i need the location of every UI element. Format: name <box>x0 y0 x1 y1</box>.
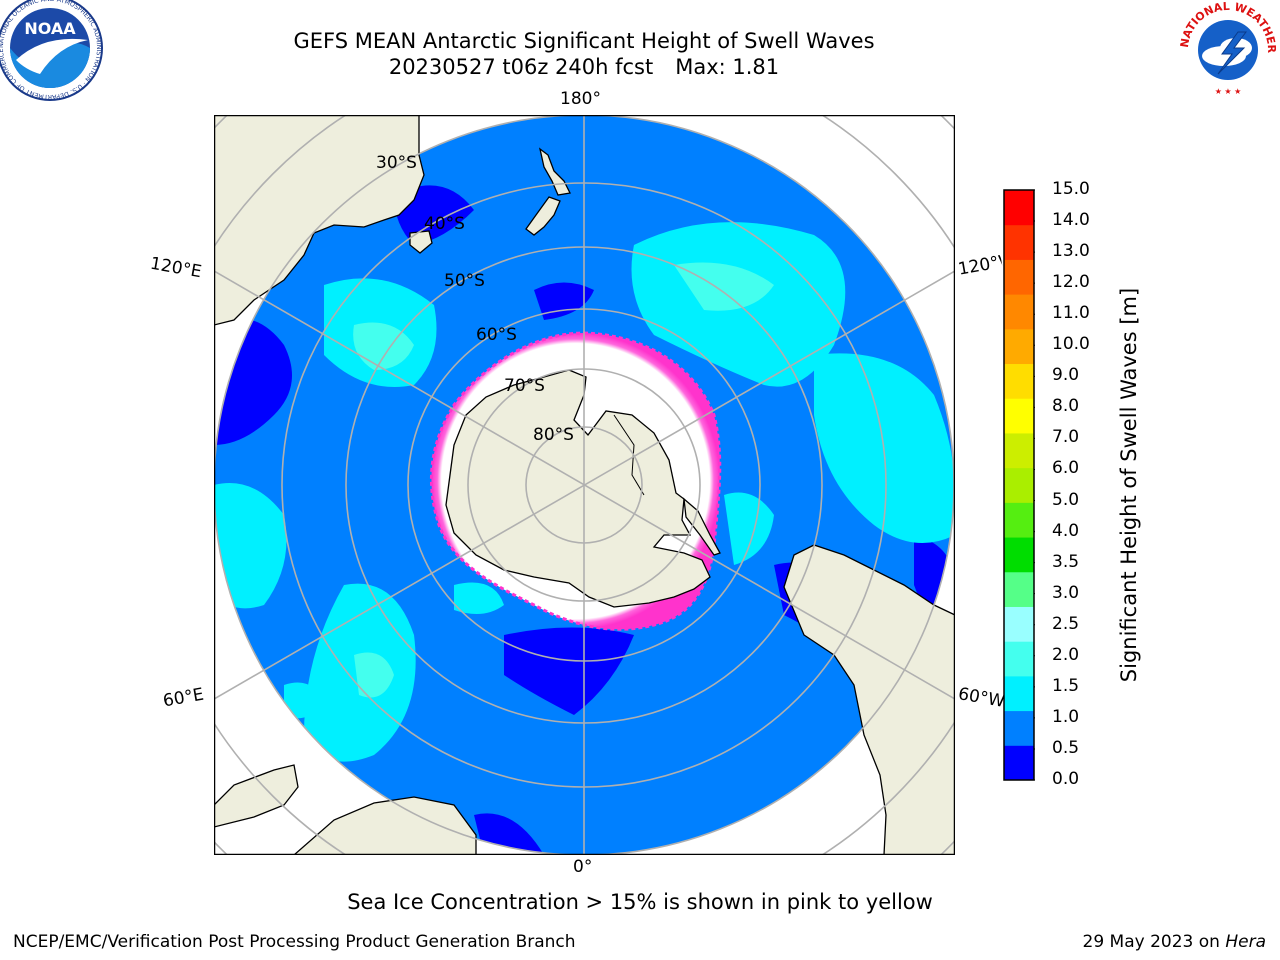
colorbar-tick-label: 3.0 <box>1052 582 1080 603</box>
chart-subtitle: 20230527 t06z 240h fcst Max: 1.81 <box>184 54 984 80</box>
colorbar <box>1003 189 1035 781</box>
colorbar-tick-label: 6.0 <box>1052 458 1080 479</box>
sea-ice-note: Sea Ice Concentration > 15% is shown in … <box>347 890 933 914</box>
colorbar-segment <box>1004 675 1034 712</box>
colorbar-segment <box>1004 467 1034 503</box>
colorbar-tick-label: 10.0 <box>1052 334 1090 355</box>
colorbar-tick-label: 12.0 <box>1052 272 1090 293</box>
ross-ice-coast <box>613 414 645 496</box>
forecast-run: 20230527 t06z 240h fcst <box>388 55 654 79</box>
swell-peak-east <box>674 262 774 311</box>
colorbar-tick-label: 2.5 <box>1052 613 1080 634</box>
colorbar-tick-label: 8.0 <box>1052 396 1080 417</box>
colorbar-tick-label: 0.5 <box>1052 737 1080 758</box>
noaa-logo-text: NOAA <box>24 19 76 38</box>
colorbar-tick-label: 13.0 <box>1052 241 1090 262</box>
swell-patch-south-east <box>724 492 774 565</box>
lon-label-upper-left: 120°E <box>148 253 204 283</box>
colorbar-segment <box>1004 432 1034 469</box>
map-frame <box>214 115 955 855</box>
colorbar-tick-label: 14.0 <box>1052 210 1090 231</box>
polar-map: 30°S 40°S 50°S 60°S 70°S 80°S <box>214 115 955 855</box>
calm-zone-south <box>504 627 634 715</box>
lon-label-lower-right: 60°W <box>956 684 1006 712</box>
colorbar-segment <box>1004 606 1034 642</box>
colorbar-segment <box>1004 190 1034 226</box>
swell-peak-southwest <box>354 652 394 698</box>
footer-date-text: 29 May 2023 on <box>1082 932 1220 952</box>
sea-ice-outline <box>430 331 722 631</box>
lon-label-top: 180° <box>560 89 601 109</box>
lat-label-50s: 50°S <box>444 271 485 291</box>
tasmania <box>409 230 433 254</box>
antarctic-peninsula <box>683 497 721 556</box>
footer-machine: Hera <box>1225 932 1266 952</box>
lon-label-lower-left: 60°E <box>161 684 206 712</box>
chart-title: GEFS MEAN Antarctic Significant Height o… <box>293 29 875 53</box>
madagascar <box>214 764 299 828</box>
colorbar-segment <box>1004 502 1034 538</box>
lon-label-upper-right: 120°W <box>956 252 1004 280</box>
lat-label-60s: 60°S <box>476 325 517 345</box>
lon-label-bottom: 0° <box>573 857 593 877</box>
colorbar-segment <box>1004 398 1034 434</box>
svg-text:★ ★ ★: ★ ★ ★ <box>1215 87 1242 96</box>
colorbar-tick-label: 3.5 <box>1052 551 1080 572</box>
calm-zone-nz <box>534 282 594 320</box>
lat-label-30s: 30°S <box>376 153 417 173</box>
nws-logo: NATIONAL WEATHER SERVICE ★ ★ ★ <box>1178 0 1278 96</box>
colorbar-tick-label: 0.0 <box>1052 769 1080 789</box>
swell-patch-west <box>214 483 287 609</box>
colorbar-label: Significant Height of Swell Waves [m] <box>1117 287 1141 683</box>
lat-label-80s: 80°S <box>533 425 574 445</box>
colorbar-tick-label: 1.5 <box>1052 675 1080 696</box>
colorbar-segment <box>1004 571 1034 607</box>
colorbar-segment <box>1004 363 1034 399</box>
colorbar-tick-label: 7.0 <box>1052 427 1080 448</box>
colorbar-segment <box>1004 224 1034 260</box>
colorbar-frame <box>1003 189 1035 781</box>
australia <box>214 115 425 326</box>
colorbar-tick-label: 11.0 <box>1052 303 1090 324</box>
new-zealand-south <box>525 196 561 236</box>
lat-label-70s: 70°S <box>504 376 545 396</box>
colorbar-tick-label: 9.0 <box>1052 365 1080 386</box>
colorbar-segment <box>1004 641 1034 677</box>
footer-date: 29 May 2023 on Hera <box>1083 932 1267 952</box>
colorbar-segment <box>1004 328 1034 365</box>
swell-patch-small-2 <box>454 582 504 614</box>
colorbar-segment <box>1004 710 1034 746</box>
noaa-logo: NATIONAL OCEANIC AND ATMOSPHERIC ADMINIS… <box>0 0 103 101</box>
colorbar-tick-label: 1.0 <box>1052 706 1080 727</box>
colorbar-tick-label: 15.0 <box>1052 179 1090 199</box>
colorbar-tick-label: 5.0 <box>1052 489 1080 510</box>
colorbar-segment <box>1004 259 1034 295</box>
colorbar-segment <box>1004 294 1034 330</box>
colorbar-segment <box>1004 745 1034 781</box>
swell-patch-small-1 <box>284 682 324 719</box>
colorbar-tick-label: 4.0 <box>1052 520 1080 541</box>
footer-branch: NCEP/EMC/Verification Post Processing Pr… <box>13 932 576 952</box>
africa <box>293 796 477 855</box>
colorbar-tick-label: 2.0 <box>1052 644 1080 665</box>
colorbar-segment <box>1004 537 1034 573</box>
max-value: Max: 1.81 <box>675 55 780 79</box>
lat-label-40s: 40°S <box>424 214 465 234</box>
